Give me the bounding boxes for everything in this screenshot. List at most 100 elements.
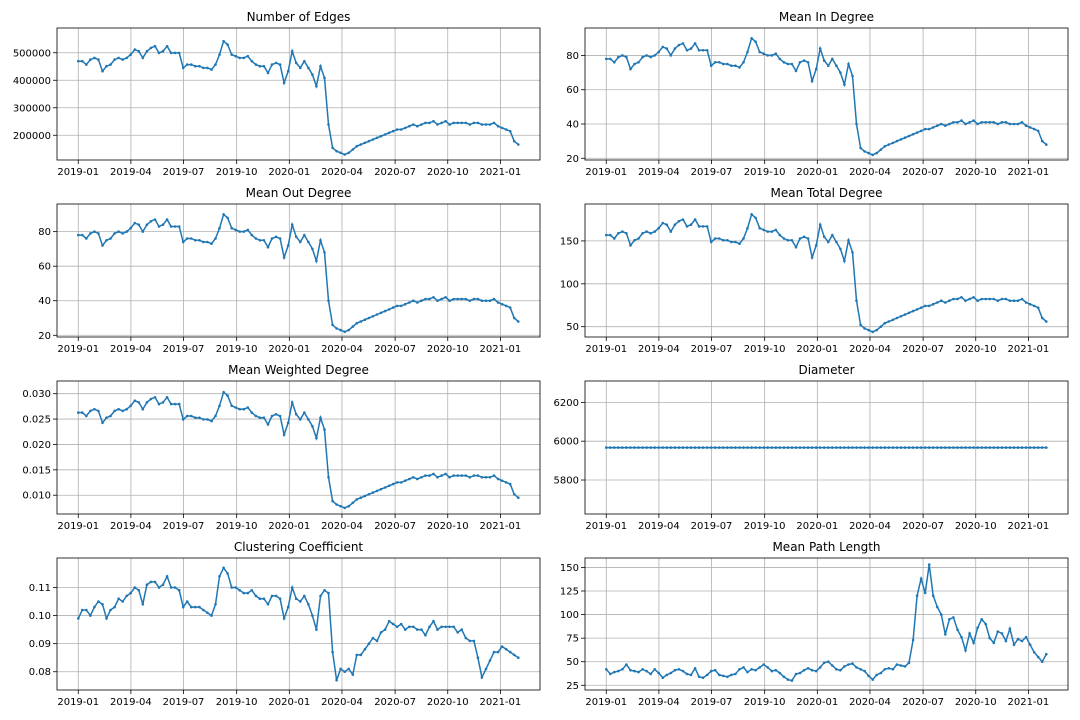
data-point	[843, 259, 846, 263]
x-tick-label: 2019-01	[585, 344, 627, 355]
data-point	[875, 673, 878, 677]
data-point	[822, 235, 826, 239]
data-point	[968, 446, 971, 449]
data-point	[1016, 446, 1020, 449]
data-point	[891, 446, 895, 449]
data-point	[661, 221, 665, 225]
x-tick-label: 2019-04	[110, 697, 152, 708]
x-tick-label: 2021-01	[1007, 521, 1049, 532]
data-point	[379, 311, 383, 315]
data-point	[988, 636, 991, 640]
data-point	[355, 321, 359, 325]
data-point	[185, 414, 189, 418]
data-point	[198, 239, 201, 242]
x-tick-label: 2020-07	[374, 697, 416, 708]
data-point	[1012, 446, 1016, 449]
x-tick-label: 2019-07	[163, 167, 205, 178]
data-point	[198, 416, 201, 420]
data-point	[915, 594, 919, 597]
data-point	[185, 63, 189, 66]
data-point	[517, 496, 520, 500]
data-point	[1045, 143, 1048, 146]
data-point	[875, 328, 878, 332]
data-point	[907, 134, 911, 138]
panel-title: Mean In Degree	[779, 10, 874, 24]
data-point	[149, 220, 153, 223]
data-point	[77, 617, 80, 620]
data-point	[258, 416, 262, 420]
data-point	[641, 232, 644, 235]
data-point	[351, 501, 355, 505]
data-point	[359, 653, 363, 657]
data-point	[303, 594, 306, 598]
data-point	[1000, 632, 1004, 635]
data-point	[831, 664, 834, 667]
data-point	[101, 421, 104, 425]
data-point	[424, 297, 427, 301]
data-point	[839, 668, 842, 672]
data-point	[137, 589, 141, 592]
axes-frame	[584, 203, 1069, 338]
data-point	[919, 446, 923, 449]
data-point	[738, 66, 741, 69]
data-point	[214, 237, 217, 240]
data-point	[274, 594, 278, 598]
y-tick-label: 400000	[13, 76, 51, 87]
data-point	[93, 56, 96, 60]
data-point	[645, 446, 648, 449]
data-point	[734, 672, 737, 676]
x-tick-label: 2019-01	[57, 167, 99, 178]
data-point	[609, 446, 612, 449]
data-point	[863, 446, 866, 449]
data-point	[286, 244, 290, 247]
data-point	[992, 446, 996, 449]
x-tick-label: 2019-04	[110, 521, 152, 532]
data-point	[428, 474, 431, 477]
data-point	[299, 66, 302, 70]
data-point	[605, 668, 608, 671]
data-point	[218, 53, 221, 56]
data-point	[408, 124, 411, 128]
data-point	[222, 390, 225, 394]
data-point	[673, 446, 677, 449]
data-point	[399, 622, 403, 626]
data-point	[294, 61, 298, 65]
data-point	[97, 600, 100, 603]
data-point	[762, 52, 765, 55]
data-point	[81, 411, 84, 414]
data-point	[234, 586, 237, 589]
data-point	[339, 667, 342, 671]
data-point	[351, 148, 355, 151]
data-point	[254, 237, 258, 240]
data-point	[504, 648, 508, 651]
data-point	[1016, 299, 1020, 303]
data-point	[206, 418, 209, 421]
data-point	[633, 62, 636, 66]
data-point	[730, 240, 733, 244]
data-point	[665, 47, 669, 50]
data-point	[125, 230, 128, 233]
data-point	[851, 251, 854, 254]
data-point	[681, 218, 685, 221]
data-point	[323, 589, 326, 592]
data-point	[387, 484, 391, 488]
data-point	[839, 446, 842, 449]
data-point	[899, 446, 903, 449]
data-point	[270, 63, 274, 66]
data-point	[625, 446, 628, 449]
axes-frame	[56, 27, 541, 161]
data-point	[649, 446, 652, 449]
data-point	[468, 299, 472, 303]
data-point	[359, 320, 363, 323]
x-tick-label: 2020-07	[902, 521, 944, 532]
data-point	[266, 245, 270, 249]
data-point	[101, 244, 104, 247]
data-point	[847, 62, 850, 66]
data-point	[770, 669, 774, 673]
data-point	[746, 446, 749, 449]
data-point	[492, 474, 496, 477]
data-point	[1000, 121, 1004, 124]
data-point	[621, 446, 624, 449]
data-point	[371, 491, 375, 494]
data-point	[343, 330, 347, 334]
